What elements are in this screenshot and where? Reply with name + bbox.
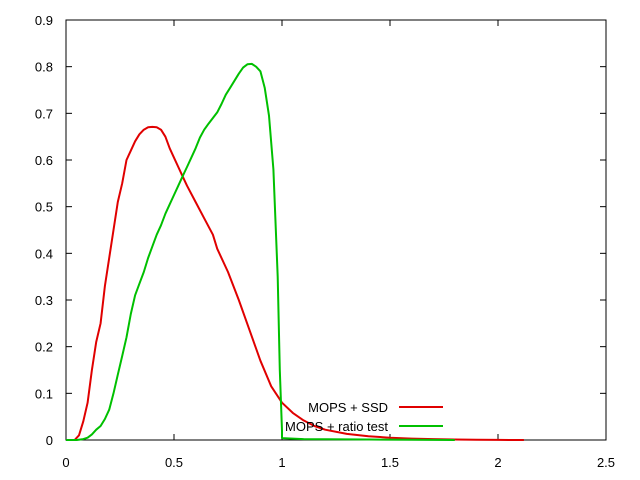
- y-tick-label: 0.9: [35, 13, 53, 28]
- series-line-mops-ssd: [66, 125, 524, 441]
- legend-entry-mops-ssd: MOPS + SSD: [308, 400, 443, 415]
- y-tick-label: 0.6: [35, 153, 53, 168]
- axis-ticks: [65, 19, 607, 441]
- y-tick-label: 0.5: [35, 200, 53, 215]
- legend-label: MOPS + ratio test: [285, 419, 388, 434]
- x-tick-label: 1.5: [381, 455, 399, 470]
- x-tick-label: 2: [494, 455, 501, 470]
- y-tick-label: 0.8: [35, 60, 53, 75]
- y-axis-labels: 0 0.1 0.2 0.3 0.4 0.5 0.6 0.7 0.8 0.9: [35, 13, 53, 448]
- x-tick-label: 0: [62, 455, 69, 470]
- plot-frame: [65, 19, 607, 441]
- series-layer: [66, 62, 524, 441]
- x-tick-label: 2.5: [597, 455, 615, 470]
- x-tick-label: 1: [278, 455, 285, 470]
- legend-entry-mops-ratio-test: MOPS + ratio test: [285, 419, 443, 434]
- y-tick-label: 0: [46, 433, 53, 448]
- x-tick-label: 0.5: [165, 455, 183, 470]
- series-line-mops-ratio-test: [66, 62, 455, 441]
- legend: MOPS + SSD MOPS + ratio test: [285, 400, 443, 434]
- x-axis-labels: 0 0.5 1 1.5 2 2.5: [62, 455, 615, 470]
- legend-label: MOPS + SSD: [308, 400, 388, 415]
- y-tick-label: 0.4: [35, 246, 53, 261]
- y-tick-label: 0.7: [35, 106, 53, 121]
- y-tick-label: 0.2: [35, 340, 53, 355]
- y-tick-label: 0.3: [35, 293, 53, 308]
- y-tick-label: 0.1: [35, 386, 53, 401]
